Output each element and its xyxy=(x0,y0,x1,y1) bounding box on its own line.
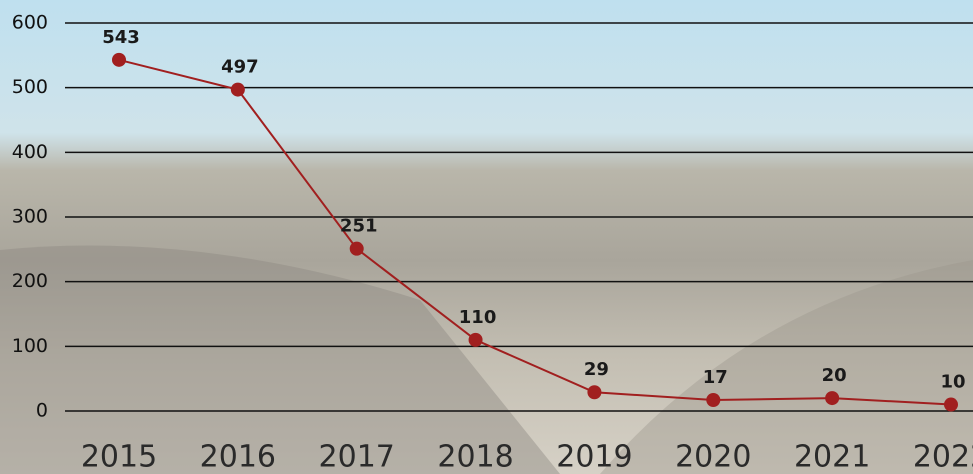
data-label: 20 xyxy=(822,365,847,386)
data-label: 110 xyxy=(459,307,497,328)
data-point xyxy=(944,398,958,412)
x-tick-label: 2018 xyxy=(437,440,513,474)
y-tick-label: 300 xyxy=(12,206,48,228)
data-label: 17 xyxy=(703,367,728,388)
y-tick-label: 100 xyxy=(12,335,48,357)
data-label: 29 xyxy=(584,359,609,380)
data-label: 543 xyxy=(102,27,140,48)
y-tick-label: 400 xyxy=(12,141,48,163)
page: {"chart_data": {"type": "line", "categor… xyxy=(0,0,973,474)
chart: 0100200300400500600201520162017201820192… xyxy=(0,0,973,474)
data-point xyxy=(469,333,483,347)
data-point xyxy=(587,385,601,399)
data-label: 497 xyxy=(221,57,259,78)
data-label: 10 xyxy=(940,372,965,393)
y-tick-label: 600 xyxy=(12,12,48,34)
data-point xyxy=(706,393,720,407)
x-tick-label: 2017 xyxy=(319,440,395,474)
y-tick-label: 200 xyxy=(12,270,48,292)
data-point xyxy=(350,242,364,256)
x-tick-label: 2016 xyxy=(200,440,276,474)
x-tick-label: 2015 xyxy=(81,440,157,474)
data-point xyxy=(825,391,839,405)
y-tick-label: 500 xyxy=(12,76,48,98)
x-tick-label: 2019 xyxy=(556,440,632,474)
x-tick-label: 2021 xyxy=(794,440,870,474)
data-point xyxy=(231,83,245,97)
data-point xyxy=(112,53,126,67)
y-tick-label: 0 xyxy=(36,400,48,422)
x-tick-label: 2020 xyxy=(675,440,751,474)
data-label: 251 xyxy=(340,216,378,237)
x-tick-label: 2022 xyxy=(913,440,973,474)
